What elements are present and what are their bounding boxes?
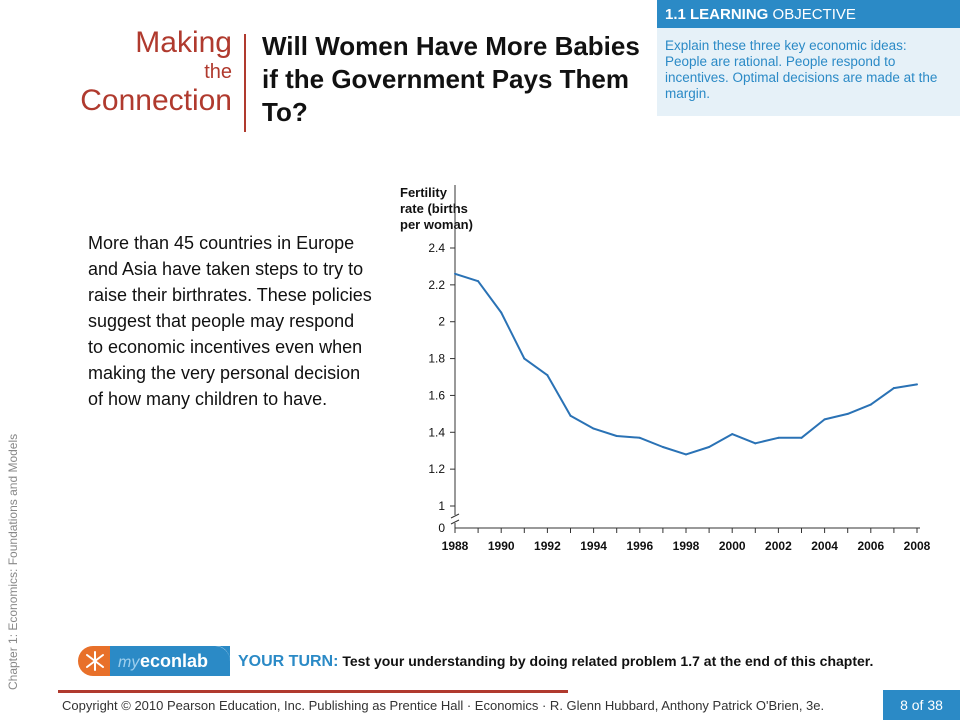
x-tick-label: 1988: [442, 539, 469, 553]
learning-objective-label: OBJECTIVE: [772, 6, 856, 23]
y-tick-label: 1.2: [428, 462, 445, 476]
learning-objective-text: Explain these three key economic ideas: …: [665, 38, 938, 101]
data-point: [708, 446, 711, 449]
data-point: [892, 387, 895, 390]
econlab-star-icon: [86, 651, 104, 671]
data-point: [731, 433, 734, 436]
y-axis-title-line: rate (births: [400, 201, 468, 216]
data-point: [454, 272, 456, 275]
axis-break-mark: [450, 513, 460, 519]
y-tick-label: 1.8: [428, 352, 445, 366]
x-tick-label: 1990: [488, 539, 515, 553]
econlab-name: econlab: [140, 651, 208, 671]
fertility-rate-line: [454, 272, 918, 456]
copyright-text: Copyright © 2010 Pearson Education, Inc.…: [62, 698, 825, 713]
data-point: [916, 383, 918, 386]
page-title: Will Women Have More Babies if the Gover…: [262, 31, 640, 127]
myeconlab-logo: my econlab: [78, 646, 230, 676]
x-tick-label: 2008: [904, 539, 931, 553]
data-point: [661, 446, 664, 449]
header-divider: [244, 34, 246, 132]
y-tick-label: 2: [438, 315, 445, 329]
data-point: [800, 436, 803, 439]
data-point: [823, 418, 826, 421]
learning-objective-number: 1.1 LEARNING: [665, 6, 769, 23]
y-tick-label: 1.6: [428, 388, 445, 402]
page-number: 8 of 38: [883, 690, 960, 720]
y-tick-label: 1: [438, 499, 445, 513]
x-tick-label: 2002: [765, 539, 792, 553]
data-point: [638, 436, 641, 439]
x-tick-label: 2006: [857, 539, 884, 553]
learning-objective-box: 1.1 LEARNING OBJECTIVE Explain these thr…: [657, 0, 960, 116]
axis-break-mark: [450, 519, 460, 525]
data-point: [615, 434, 618, 437]
x-tick-label: 2000: [719, 539, 746, 553]
the-word: the: [204, 61, 232, 83]
data-point: [477, 280, 480, 283]
data-point: [569, 414, 572, 417]
data-point: [846, 412, 849, 415]
data-point: [869, 403, 872, 406]
making-the-connection-label: Making the Connection: [80, 28, 232, 116]
chapter-sidebar-label: Chapter 1: Economics: Foundations and Mo…: [6, 433, 20, 690]
econlab-blue-panel: [110, 646, 230, 676]
y-axis-title-line: per woman): [400, 217, 473, 232]
your-turn-note: YOUR TURN: Test your understanding by do…: [238, 650, 898, 673]
x-tick-label: 1996: [626, 539, 653, 553]
your-turn-text: Test your understanding by doing related…: [342, 653, 874, 669]
data-point: [685, 453, 687, 456]
data-point: [592, 427, 595, 430]
making-word: Making: [135, 26, 232, 59]
x-tick-label: 1994: [580, 539, 607, 553]
your-turn-label: YOUR TURN:: [238, 653, 339, 670]
y-tick-label: 2.2: [428, 278, 445, 292]
data-point: [777, 436, 780, 439]
y-axis-title-line: Fertility: [400, 185, 448, 200]
y-zero-label: 0: [438, 521, 445, 535]
x-tick-label: 2004: [811, 539, 838, 553]
connection-word: Connection: [80, 84, 232, 117]
data-point: [754, 442, 757, 445]
data-point: [523, 357, 526, 360]
econlab-prefix: my: [118, 654, 140, 671]
footer-divider: [58, 690, 568, 693]
x-tick-label: 1992: [534, 539, 561, 553]
body-text: More than 45 countries in Europe and Asi…: [88, 233, 372, 409]
learning-objective-header: 1.1 LEARNING OBJECTIVE: [657, 0, 960, 28]
x-tick-label: 1998: [673, 539, 700, 553]
y-tick-label: 2.4: [428, 241, 445, 255]
data-point: [500, 311, 503, 314]
data-point: [546, 374, 549, 377]
y-tick-label: 1.4: [428, 425, 445, 439]
